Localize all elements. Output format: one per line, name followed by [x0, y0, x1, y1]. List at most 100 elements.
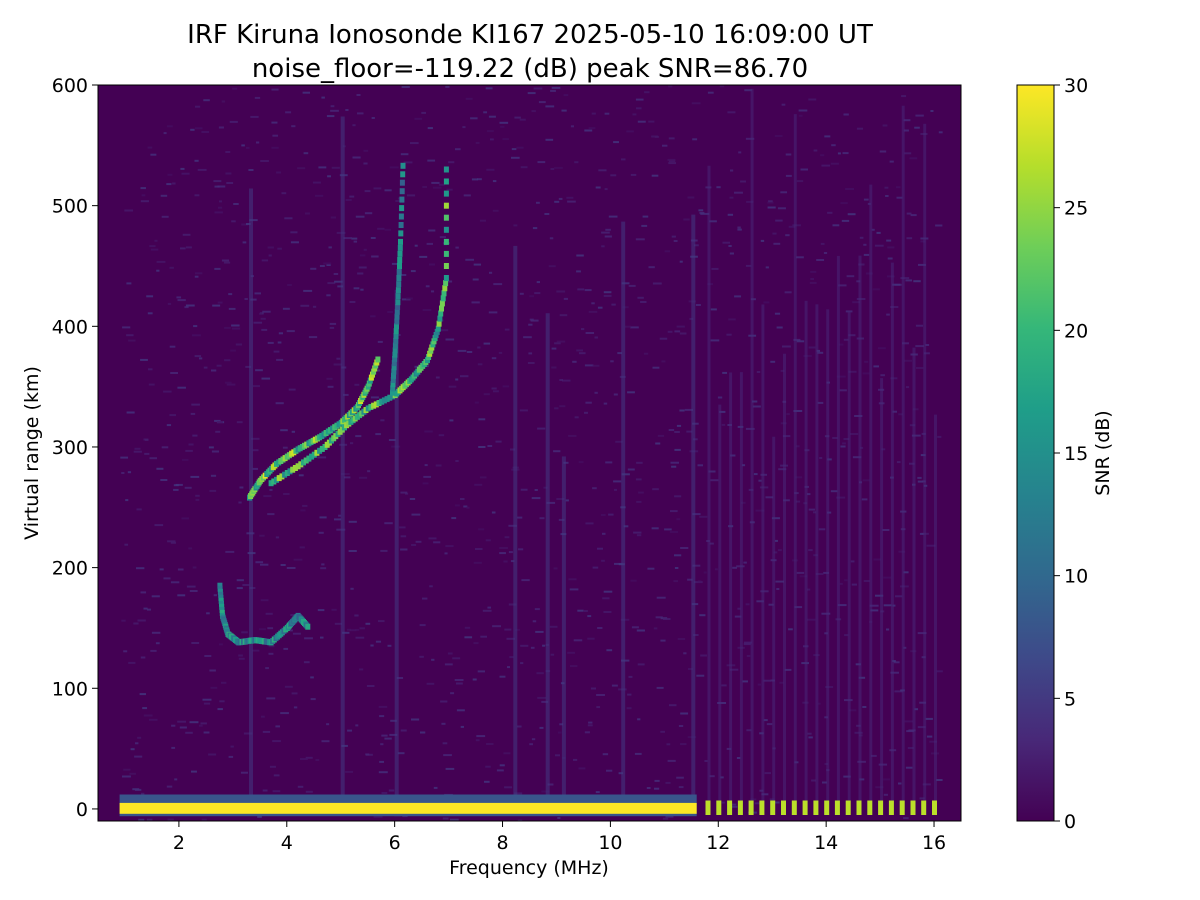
- noise-cell: [238, 657, 245, 660]
- noise-cell: [632, 113, 637, 116]
- noise-cell: [192, 334, 201, 337]
- noise-cell: [915, 324, 924, 327]
- noise-cell: [699, 614, 706, 617]
- noise-cell: [133, 622, 139, 625]
- noise-cell: [431, 658, 435, 661]
- noise-cell: [400, 535, 407, 538]
- noise-cell: [610, 174, 617, 177]
- noise-cell: [315, 759, 320, 761]
- noise-cell: [541, 790, 550, 793]
- noise-cell: [236, 587, 243, 590]
- noise-cell: [419, 624, 426, 627]
- noise-cell: [483, 393, 490, 396]
- noise-cell: [651, 174, 659, 177]
- interference-streak: [934, 414, 937, 809]
- interference-streak: [923, 123, 927, 809]
- ground-pulse: [813, 800, 819, 815]
- noise-cell: [761, 793, 769, 796]
- ground-pulse: [716, 800, 722, 815]
- noise-cell: [454, 679, 464, 681]
- noise-cell: [598, 169, 607, 172]
- noise-cell: [349, 629, 357, 632]
- noise-cell: [195, 498, 200, 501]
- noise-cell: [126, 411, 135, 414]
- noise-cell: [734, 191, 743, 194]
- noise-cell: [850, 560, 855, 563]
- noise-cell: [147, 608, 152, 611]
- noise-cell: [260, 317, 266, 320]
- noise-cell: [359, 668, 364, 671]
- noise-cell: [758, 479, 762, 482]
- noise-cell: [425, 285, 430, 288]
- noise-cell: [160, 194, 168, 197]
- noise-cell: [660, 730, 666, 733]
- noise-cell: [446, 188, 453, 191]
- noise-cell: [531, 738, 536, 741]
- noise-cell: [920, 454, 926, 457]
- noise-cell: [206, 612, 210, 615]
- noise-cell: [594, 391, 598, 394]
- noise-cell: [527, 362, 535, 364]
- echo-cell: [425, 357, 430, 364]
- colorbar-label: SNR (dB): [1092, 410, 1114, 495]
- noise-cell: [197, 168, 207, 171]
- noise-cell: [299, 546, 305, 549]
- noise-cell: [495, 440, 502, 443]
- noise-cell: [862, 706, 867, 708]
- noise-cell: [334, 518, 342, 521]
- noise-cell: [674, 554, 682, 557]
- noise-cell: [936, 670, 943, 673]
- noise-cell: [167, 302, 172, 305]
- noise-cell: [163, 390, 172, 393]
- noise-cell: [636, 629, 645, 632]
- noise-cell: [491, 511, 496, 514]
- noise-cell: [793, 338, 801, 341]
- noise-cell: [143, 438, 149, 441]
- noise-cell: [856, 280, 861, 283]
- noise-cell: [370, 315, 376, 318]
- noise-cell: [321, 740, 330, 743]
- noise-cell: [563, 461, 569, 464]
- noise-cell: [808, 98, 817, 101]
- noise-cell: [673, 240, 678, 242]
- noise-cell: [688, 668, 693, 670]
- noise-cell: [269, 765, 276, 768]
- noise-cell: [141, 194, 146, 197]
- noise-cell: [520, 644, 529, 647]
- echo-cell: [301, 459, 306, 466]
- noise-cell: [483, 111, 488, 114]
- noise-cell: [195, 272, 203, 275]
- noise-cell: [674, 448, 681, 451]
- noise-cell: [259, 534, 265, 537]
- noise-cell: [319, 265, 325, 267]
- noise-cell: [784, 291, 792, 294]
- noise-cell: [613, 393, 618, 396]
- noise-cell: [782, 435, 791, 438]
- noise-cell: [710, 308, 717, 311]
- noise-cell: [936, 779, 943, 781]
- noise-cell: [574, 416, 579, 419]
- noise-cell: [201, 818, 207, 821]
- noise-cell: [240, 771, 248, 774]
- noise-cell: [544, 213, 550, 215]
- noise-cell: [147, 312, 153, 315]
- noise-cell: [347, 729, 353, 732]
- noise-cell: [317, 456, 327, 459]
- colorbar-tick-label: 0: [1064, 811, 1076, 833]
- noise-cell: [231, 327, 241, 330]
- noise-cell: [914, 708, 919, 711]
- noise-cell: [578, 461, 584, 464]
- noise-cell: [466, 351, 473, 353]
- noise-cell: [167, 173, 173, 176]
- noise-cell: [355, 435, 362, 438]
- noise-cell: [535, 630, 544, 633]
- x-tick-label: 14: [814, 832, 838, 854]
- chart-title: IRF Kiruna Ionosonde KI167 2025-05-10 16…: [187, 20, 873, 50]
- noise-cell: [617, 352, 623, 355]
- noise-cell: [331, 608, 337, 611]
- noise-cell: [785, 153, 792, 156]
- noise-cell: [813, 149, 818, 152]
- noise-cell: [668, 162, 676, 165]
- noise-cell: [602, 753, 609, 756]
- noise-cell: [173, 488, 179, 491]
